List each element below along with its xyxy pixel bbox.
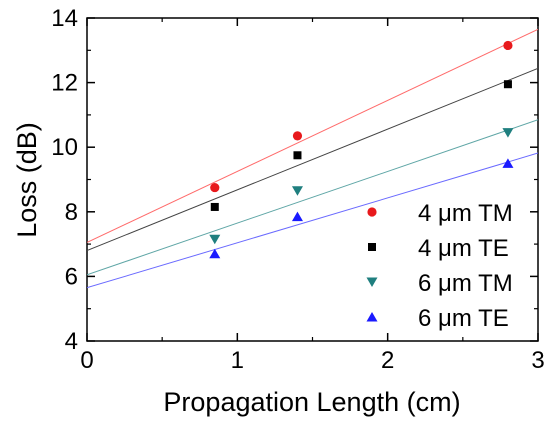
x-tick-label: 1 [231, 347, 244, 374]
y-tick-label: 4 [65, 328, 78, 355]
legend-marker [366, 312, 378, 322]
y-tick-label: 6 [65, 263, 78, 290]
y-tick-label: 10 [51, 134, 78, 161]
data-point [502, 128, 514, 138]
fit-line [87, 119, 538, 276]
legend: 4 μm TM 4 μm TE 6 μm TM 6 μm TE [366, 200, 513, 332]
plot-area [86, 17, 539, 342]
y-tick-label: 12 [51, 70, 78, 97]
fit-lines [87, 28, 538, 289]
fit-line [87, 152, 538, 289]
legend-item: 4 μm TE [368, 235, 509, 262]
data-point [291, 211, 303, 222]
legend-marker [366, 277, 378, 287]
x-tick-label: 0 [80, 347, 93, 374]
x-tick-label: 2 [381, 347, 394, 374]
legend-label: 6 μm TE [418, 305, 509, 332]
data-point [502, 158, 514, 168]
legend-item: 4 μm TM [367, 200, 513, 227]
data-point [291, 186, 303, 196]
data-point [293, 151, 302, 160]
legend-item: 6 μm TM [366, 270, 513, 297]
data-markers [209, 40, 514, 259]
data-point [209, 248, 221, 259]
fit-line [87, 67, 538, 252]
data-point [503, 80, 512, 89]
legend-label: 6 μm TM [418, 270, 513, 297]
axis-ticks [86, 17, 539, 342]
x-tick-label: 3 [531, 347, 544, 374]
data-point [503, 40, 513, 51]
data-point [209, 234, 221, 245]
legend-marker [368, 243, 376, 251]
data-point [292, 131, 303, 141]
x-axis-title: Propagation Length (cm) [163, 387, 460, 417]
data-point [210, 202, 219, 211]
y-tick-label: 8 [65, 199, 78, 226]
data-point [210, 182, 220, 193]
legend-label: 4 μm TE [418, 235, 509, 262]
y-tick-label: 14 [51, 5, 78, 32]
legend-label: 4 μm TM [418, 200, 513, 227]
fit-line [87, 28, 538, 243]
legend-marker [367, 207, 377, 217]
y-axis-title: Loss (dB) [12, 122, 42, 238]
legend-item: 6 μm TE [366, 305, 509, 332]
